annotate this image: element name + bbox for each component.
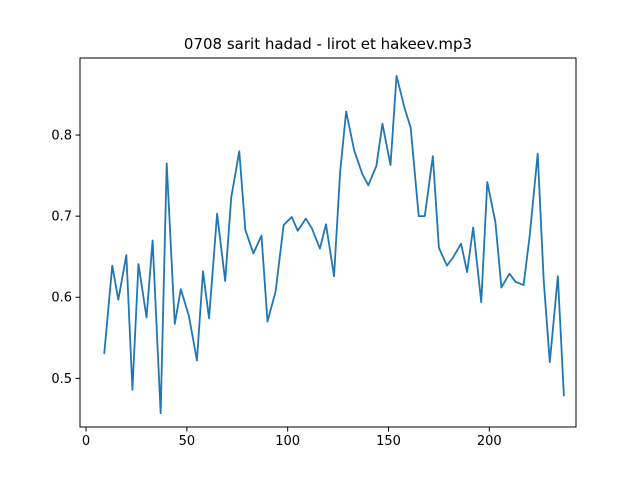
y-tick-label: 0.6 — [51, 291, 72, 306]
x-tick-label: 50 — [179, 434, 196, 449]
axes: 0 50 100 150 200 0.5 0.6 0.7 0.8 — [51, 57, 577, 449]
x-tick-label: 0 — [82, 434, 90, 449]
axes-frame — [79, 57, 577, 428]
chart-title: 0708 sarit hadad - lirot et hakeev.mp3 — [184, 35, 472, 53]
y-tick-label: 0.7 — [51, 210, 72, 225]
y-tick-label: 0.8 — [51, 129, 72, 144]
x-tick-label: 200 — [477, 434, 502, 449]
y-tick-label: 0.5 — [51, 372, 72, 387]
series-line-0 — [103, 74, 565, 415]
plot-area — [103, 74, 565, 415]
x-tick-label: 100 — [275, 434, 300, 449]
x-tick-label: 150 — [376, 434, 401, 449]
